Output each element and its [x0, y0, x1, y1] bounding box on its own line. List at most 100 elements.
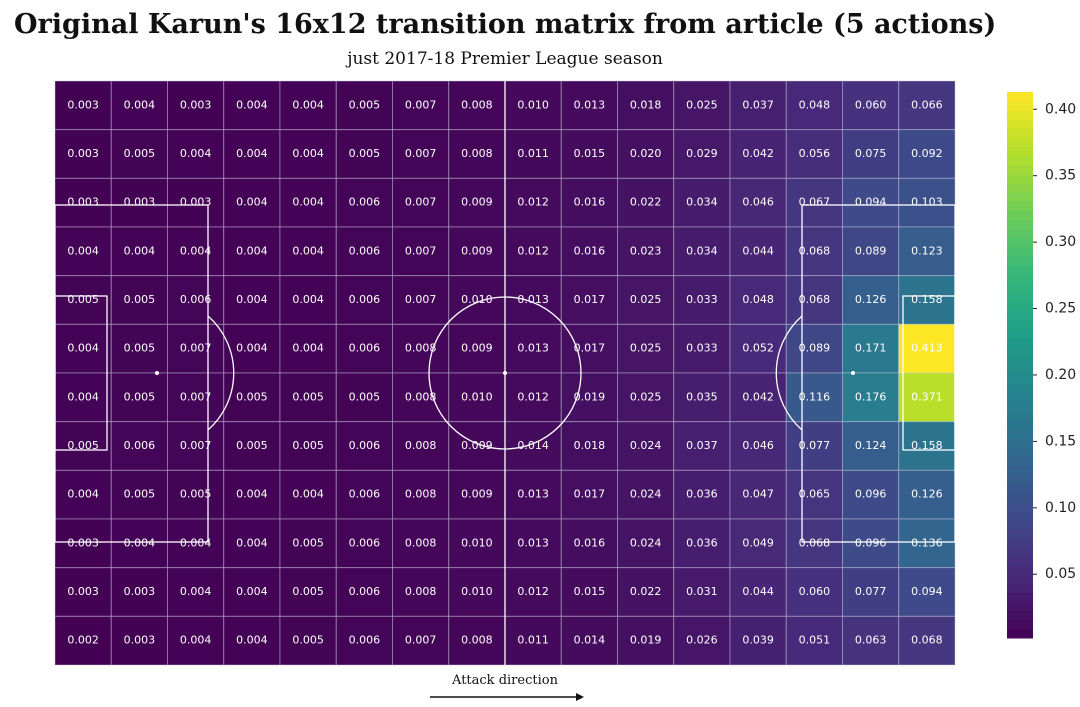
cell-label: 0.016 [574, 536, 606, 549]
cell-label: 0.004 [67, 244, 99, 257]
cell-label: 0.007 [405, 196, 437, 209]
cell-label: 0.007 [180, 390, 212, 403]
cell-label: 0.092 [911, 147, 943, 160]
cell [335, 226, 393, 277]
cell [842, 177, 900, 228]
cell-label: 0.014 [517, 439, 549, 452]
cell-label: 0.006 [349, 342, 381, 355]
cell-label: 0.004 [124, 98, 156, 111]
cell-label: 0.036 [686, 536, 718, 549]
cell [54, 129, 112, 179]
cell-label: 0.016 [574, 196, 606, 209]
colorbar-segment [1007, 246, 1033, 257]
colorbar-segment [1007, 328, 1033, 339]
cell [785, 615, 843, 666]
cell-label: 0.034 [686, 196, 718, 209]
cell [335, 129, 393, 179]
colorbar-segment [1007, 401, 1033, 411]
cell-label: 0.004 [292, 293, 324, 306]
cell-label: 0.004 [236, 488, 268, 501]
colorbar-segment [1007, 201, 1033, 211]
cell-label: 0.010 [461, 536, 493, 549]
colorbar-segment [1007, 237, 1033, 248]
cell [617, 129, 675, 179]
cell-label: 0.004 [236, 585, 268, 598]
cell [448, 567, 506, 617]
cell-label: 0.004 [236, 293, 268, 306]
cell [560, 275, 618, 325]
cell-label: 0.005 [349, 390, 381, 403]
cell-label: 0.012 [517, 244, 549, 257]
cell [842, 615, 900, 666]
chart-subtitle: just 2017-18 Premier League season [345, 49, 663, 69]
cell [617, 177, 675, 228]
cell [898, 323, 956, 374]
cell-label: 0.008 [405, 390, 437, 403]
cell-label: 0.022 [630, 196, 662, 209]
cell [785, 372, 843, 423]
colorbar-segment [1007, 101, 1033, 111]
colorbar-segment [1007, 155, 1033, 166]
colorbar-segment [1007, 601, 1033, 612]
cell-label: 0.124 [855, 439, 887, 452]
colorbar-segment [1007, 92, 1033, 102]
cell [54, 567, 112, 617]
colorbar-segment [1007, 137, 1033, 148]
cell-label: 0.013 [574, 98, 606, 111]
cell [842, 275, 900, 325]
cell-label: 0.003 [124, 634, 156, 647]
cell-label: 0.075 [855, 147, 887, 160]
cell [785, 177, 843, 228]
cell-label: 0.003 [180, 196, 212, 209]
cell-label: 0.010 [517, 98, 549, 111]
cell [617, 226, 675, 277]
colorbar-tick-label: 0.10 [1045, 500, 1076, 516]
cell-label: 0.004 [180, 585, 212, 598]
cell-label: 0.005 [67, 439, 99, 452]
cell [673, 275, 731, 325]
colorbar-segment [1007, 419, 1033, 430]
colorbar-segment [1007, 355, 1033, 366]
cell [279, 323, 337, 374]
cell [448, 80, 506, 131]
cell-label: 0.024 [630, 488, 662, 501]
cell-label: 0.009 [461, 488, 493, 501]
cell-label: 0.005 [292, 390, 324, 403]
cell-label: 0.026 [686, 634, 718, 647]
cell-label: 0.005 [292, 536, 324, 549]
colorbar-segment [1007, 374, 1033, 384]
cell [673, 372, 731, 423]
colorbar-segment [1007, 492, 1033, 502]
cell [54, 421, 112, 471]
colorbar-segment [1007, 592, 1033, 603]
cell-label: 0.007 [180, 342, 212, 355]
cell-label: 0.022 [630, 585, 662, 598]
cell [167, 372, 225, 423]
colorbar-segment [1007, 428, 1033, 439]
cell [898, 567, 956, 617]
cell-label: 0.008 [405, 585, 437, 598]
cell [560, 469, 618, 520]
cell-label: 0.003 [180, 98, 212, 111]
cell-label: 0.010 [461, 585, 493, 598]
cell-label: 0.123 [911, 244, 943, 257]
cell [167, 518, 225, 569]
cell [673, 421, 731, 471]
cell [898, 615, 956, 666]
colorbar-segment [1007, 119, 1033, 129]
cell [504, 323, 562, 374]
cell [110, 129, 168, 179]
colorbar-segment [1007, 383, 1033, 393]
cell-label: 0.046 [742, 439, 774, 452]
cell-label: 0.005 [292, 634, 324, 647]
cell-label: 0.004 [67, 390, 99, 403]
cell-label: 0.126 [855, 293, 887, 306]
cell [617, 469, 675, 520]
cell-label: 0.004 [292, 488, 324, 501]
cell-label: 0.048 [799, 98, 831, 111]
cell [223, 421, 281, 471]
cell [335, 567, 393, 617]
cell-label: 0.003 [67, 585, 99, 598]
colorbar-tick-label: 0.15 [1045, 433, 1076, 449]
cell [223, 177, 281, 228]
